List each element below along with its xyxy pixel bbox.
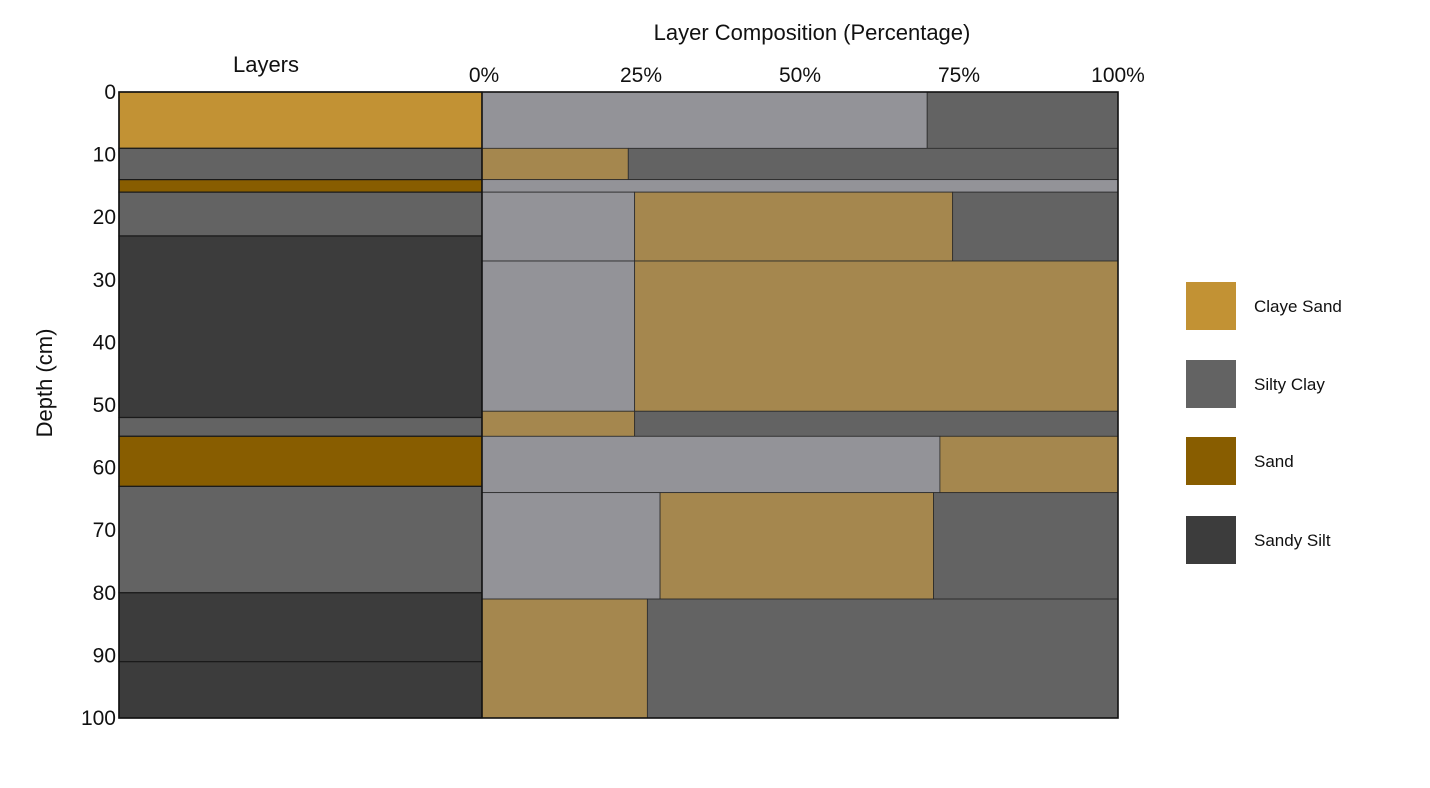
legend-swatch <box>1186 516 1236 564</box>
composition-segment <box>634 260 1119 412</box>
composition-segment <box>481 410 636 437</box>
composition-segment <box>634 191 954 262</box>
x-tick-label: 75% <box>938 64 980 87</box>
depth-tick-label: 40 <box>93 331 116 354</box>
composition-segment <box>634 410 1119 437</box>
x-tick-label: 25% <box>620 64 662 87</box>
layer-band <box>118 147 483 181</box>
composition-segment <box>939 435 1119 494</box>
layer-separators <box>118 91 1119 719</box>
depth-tick-label: 10 <box>93 144 116 167</box>
chart-title: Layer Composition (Percentage) <box>654 20 971 45</box>
layer-band <box>118 661 483 719</box>
composition-segment <box>481 91 928 149</box>
depth-tick-label: 90 <box>93 644 116 667</box>
composition-segment <box>481 435 941 494</box>
x-tick-label: 0% <box>469 64 499 87</box>
legend-swatch <box>1186 360 1236 408</box>
composition-segment <box>481 191 636 262</box>
x-axis-ticks: 0% 25% 50% 75% 100% <box>469 64 1145 87</box>
legend-label: Claye Sand <box>1254 297 1342 316</box>
legend-label: Sandy Silt <box>1254 531 1331 550</box>
legend-label: Silty Clay <box>1254 375 1325 394</box>
composition-segment <box>481 598 648 719</box>
layer-band <box>118 179 483 193</box>
figure-frame <box>118 91 1119 719</box>
depth-tick-label: 30 <box>93 269 116 292</box>
layer-band <box>118 91 483 149</box>
legend-swatch <box>1186 437 1236 485</box>
composition-segment <box>627 147 1119 181</box>
y-axis-label: Depth (cm) <box>32 329 57 438</box>
x-tick-label: 50% <box>779 64 821 87</box>
depth-tick-label: 20 <box>93 206 116 229</box>
composition-segment <box>646 598 1119 719</box>
legend-label: Sand <box>1254 452 1294 471</box>
x-tick-label: 100% <box>1091 64 1145 87</box>
depth-tick-label: 70 <box>93 519 116 542</box>
layers-heading: Layers <box>233 52 299 77</box>
composition-segment <box>481 147 629 181</box>
composition-segment <box>926 91 1119 149</box>
layer-band <box>118 416 483 437</box>
depth-tick-label: 100 <box>81 707 116 730</box>
layers-column <box>118 91 483 719</box>
layer-band <box>118 235 483 419</box>
composition-segment <box>481 492 661 600</box>
composition-segment <box>952 191 1119 262</box>
composition-segment <box>481 260 636 412</box>
composition-segment <box>933 492 1119 600</box>
layer-band <box>118 191 483 237</box>
depth-tick-label: 60 <box>93 457 116 480</box>
depth-axis-ticks: 0 10 20 30 40 50 60 70 80 90 100 <box>81 81 116 730</box>
depth-tick-label: 50 <box>93 394 116 417</box>
legend: Claye Sand Silty Clay Sand Sandy Silt <box>1186 282 1342 564</box>
layer-band <box>118 485 483 594</box>
composition-panel <box>481 91 1119 719</box>
composition-segment <box>481 179 1119 193</box>
depth-tick-label: 0 <box>104 81 116 104</box>
depth-tick-label: 80 <box>93 582 116 605</box>
legend-swatch <box>1186 282 1236 330</box>
composition-segment <box>659 492 934 600</box>
layer-band <box>118 435 483 487</box>
layer-band <box>118 592 483 663</box>
